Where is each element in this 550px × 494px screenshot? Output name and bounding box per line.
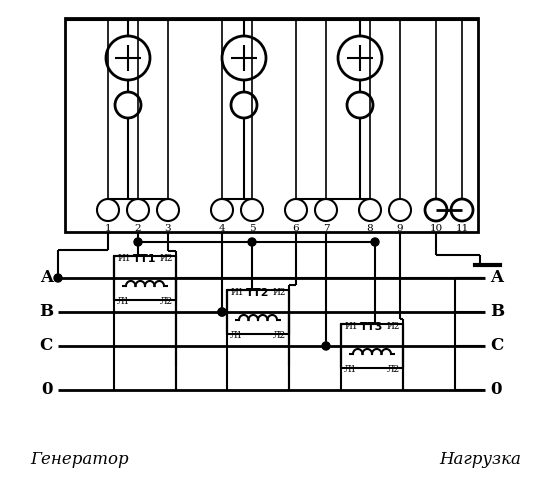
Bar xyxy=(114,256,176,300)
Text: TT3: TT3 xyxy=(360,322,384,332)
Text: 8: 8 xyxy=(367,224,373,233)
Text: 3: 3 xyxy=(164,224,171,233)
Bar xyxy=(65,18,478,232)
Text: Л1: Л1 xyxy=(344,365,358,374)
Text: И2: И2 xyxy=(272,288,286,297)
Text: C: C xyxy=(40,337,53,355)
Text: TT2: TT2 xyxy=(246,288,270,298)
Text: B: B xyxy=(490,303,504,321)
Text: Л1: Л1 xyxy=(230,331,243,340)
Text: Л2: Л2 xyxy=(387,365,400,374)
Text: И2: И2 xyxy=(160,254,173,263)
Text: И1: И1 xyxy=(344,322,358,331)
Circle shape xyxy=(371,238,379,246)
Circle shape xyxy=(218,308,226,316)
Text: Генератор: Генератор xyxy=(31,452,129,468)
Text: 9: 9 xyxy=(397,224,403,233)
Text: 4: 4 xyxy=(219,224,225,233)
Text: A: A xyxy=(490,270,503,287)
Text: И1: И1 xyxy=(117,254,131,263)
Text: Нагрузка: Нагрузка xyxy=(439,452,521,468)
Text: B: B xyxy=(39,303,53,321)
Text: Л2: Л2 xyxy=(160,297,173,306)
Text: Л2: Л2 xyxy=(273,331,286,340)
Circle shape xyxy=(134,238,142,246)
Text: TT1: TT1 xyxy=(133,254,157,264)
Text: Л1: Л1 xyxy=(117,297,130,306)
Text: 0: 0 xyxy=(490,381,502,399)
Text: 2: 2 xyxy=(135,224,141,233)
Circle shape xyxy=(248,238,256,246)
Text: 7: 7 xyxy=(323,224,329,233)
Text: 10: 10 xyxy=(430,224,443,233)
Text: 11: 11 xyxy=(455,224,469,233)
Text: И1: И1 xyxy=(230,288,244,297)
Text: 6: 6 xyxy=(293,224,299,233)
Text: И2: И2 xyxy=(387,322,400,331)
Text: 5: 5 xyxy=(249,224,255,233)
Circle shape xyxy=(322,342,330,350)
Bar xyxy=(227,290,289,334)
Text: 1: 1 xyxy=(104,224,111,233)
Bar xyxy=(341,324,403,368)
Text: C: C xyxy=(490,337,503,355)
Circle shape xyxy=(54,274,62,282)
Text: A: A xyxy=(40,270,53,287)
Circle shape xyxy=(218,308,226,316)
Text: 0: 0 xyxy=(41,381,53,399)
